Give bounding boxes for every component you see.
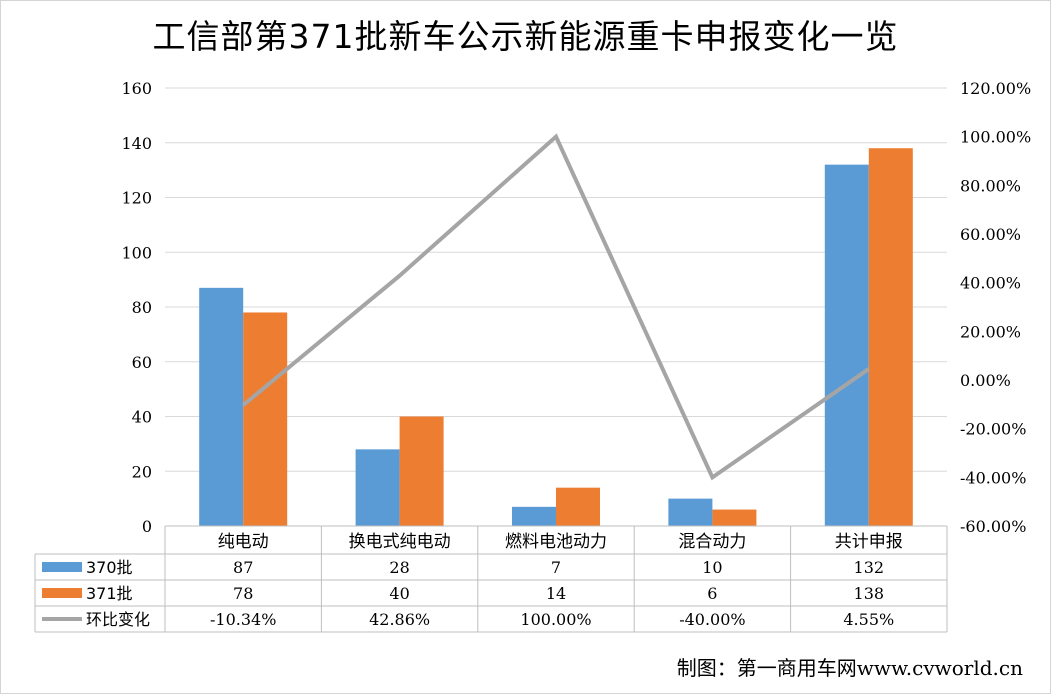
legend-label: 370批: [86, 558, 133, 577]
table-cell: -10.34%: [210, 610, 276, 629]
bar-371批: [243, 312, 288, 526]
table-cell: 6: [707, 584, 717, 603]
table-cell: 7: [551, 558, 561, 577]
y-left-tick-label: 80: [132, 298, 152, 317]
table-cell: 78: [233, 584, 253, 603]
category-label: 换电式纯电动: [349, 532, 451, 552]
category-label: 燃料电池动力: [505, 532, 607, 552]
chart-title: 工信部第371批新车公示新能源重卡申报变化一览: [152, 17, 899, 56]
y-right-tick-label: 80.00%: [960, 176, 1021, 195]
y-right-tick-label: 0.00%: [960, 371, 1011, 390]
y-right-tick-label: -60.00%: [960, 517, 1026, 536]
bar-371批: [712, 509, 757, 526]
legend-label: 环比变化: [86, 610, 150, 629]
category-label: 共计申报: [835, 532, 903, 552]
credit-text: 制图：第一商用车网www.cvworld.cn: [676, 656, 1023, 680]
table-cell: 100.00%: [520, 610, 591, 629]
legend-key-370批: [42, 562, 82, 572]
table-cell: 10: [702, 558, 722, 577]
y-left-tick-label: 60: [132, 353, 152, 372]
category-label: 纯电动: [218, 532, 269, 552]
y-right-tick-label: -20.00%: [960, 420, 1026, 439]
y-left-tick-label: 20: [132, 462, 152, 481]
bar-370批: [824, 164, 869, 526]
bar-371批: [556, 487, 600, 526]
table-cell: 14: [546, 584, 566, 603]
y-left-tick-label: 120: [121, 189, 152, 208]
bar-370批: [199, 287, 244, 526]
bar-370批: [668, 498, 713, 526]
y-left-tick-label: 140: [121, 134, 152, 153]
y-right-tick-label: 20.00%: [960, 322, 1021, 341]
legend-key-371批: [42, 588, 82, 598]
y-right-tick-label: -40.00%: [960, 468, 1026, 487]
table-cell: 132: [854, 558, 885, 577]
legend-label: 371批: [86, 584, 133, 603]
bar-371批: [868, 148, 913, 526]
y-left-tick-label: 100: [121, 243, 152, 262]
table-cell: 87: [233, 558, 253, 577]
bar-370批: [355, 449, 400, 526]
y-left-tick-label: 40: [132, 408, 152, 427]
category-label: 混合动力: [678, 532, 746, 552]
table-cell: 28: [389, 558, 409, 577]
y-left-tick-label: 160: [121, 79, 152, 98]
line-series-change: [241, 133, 870, 481]
y-right-tick-label: 40.00%: [960, 274, 1021, 293]
table-cell: 42.86%: [369, 610, 430, 629]
table-cell: -40.00%: [679, 610, 745, 629]
y-right-tick-label: 120.00%: [960, 79, 1031, 98]
bar-370批: [512, 506, 556, 526]
table-cell: 40: [389, 584, 409, 603]
y-right-tick-label: 60.00%: [960, 225, 1021, 244]
y-left-tick-label: 0: [142, 517, 152, 536]
y-right-tick-label: 100.00%: [960, 128, 1031, 147]
table-cell: 4.55%: [843, 610, 894, 629]
bar-371批: [399, 416, 444, 526]
table-cell: 138: [854, 584, 885, 603]
